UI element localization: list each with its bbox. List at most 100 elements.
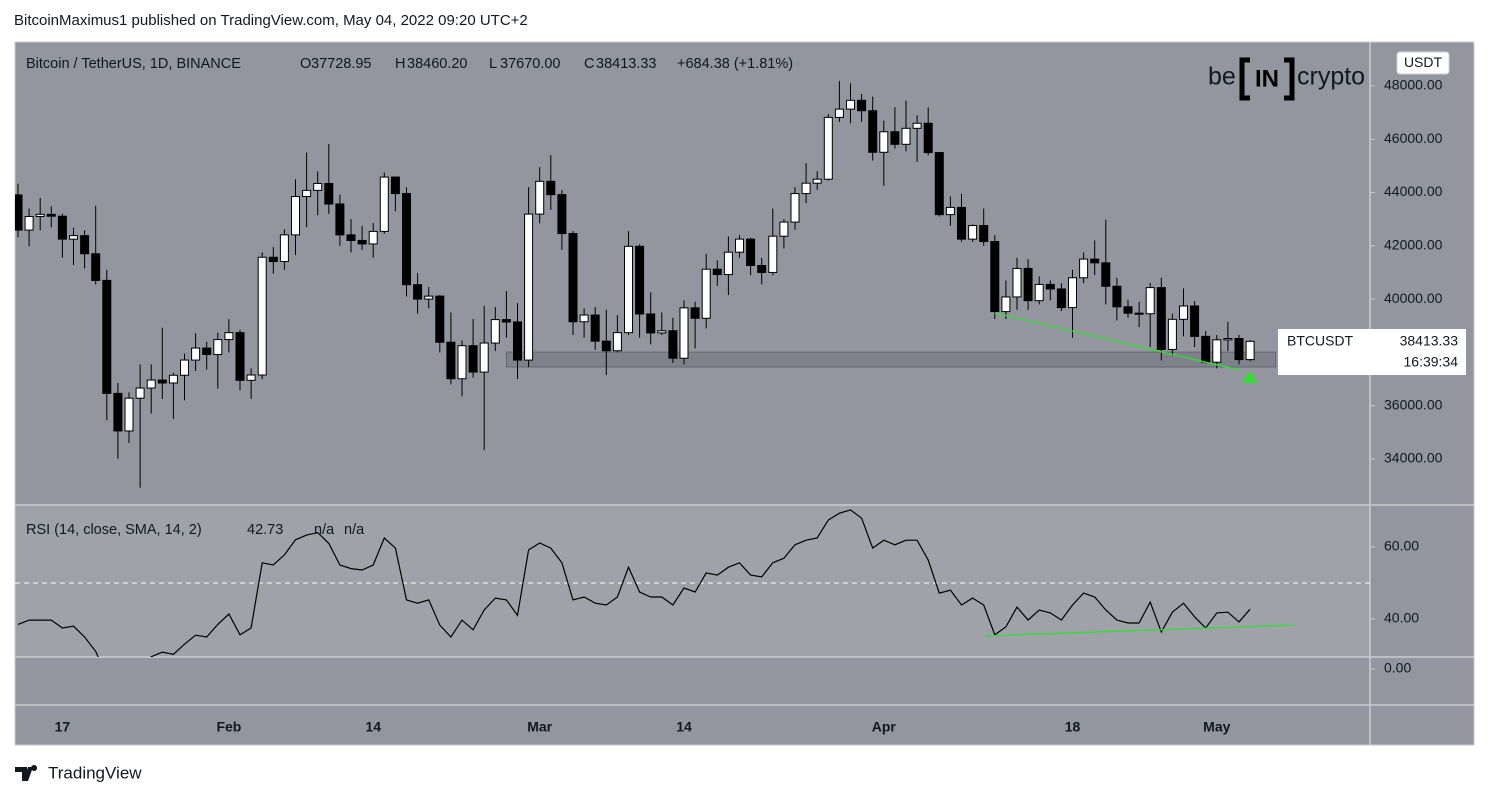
candle-body (1167, 318, 1177, 350)
ohlc-change: +684.38 (+1.81%) (677, 56, 793, 72)
currency-label: USDT (1404, 54, 1443, 70)
last-price: 38413.33 (1400, 333, 1459, 349)
trendline (984, 624, 1294, 637)
candle-body (679, 307, 689, 359)
y-tick-label: 46000.00 (1384, 130, 1443, 146)
candle-body (601, 340, 611, 352)
ohlc-key: H (395, 56, 405, 72)
x-tick-label: 17 (55, 719, 71, 735)
candle-body (468, 345, 478, 373)
candle-body (346, 234, 356, 241)
logo-bracket (1239, 57, 1250, 101)
candle-body (812, 178, 822, 184)
candle-body (424, 295, 434, 300)
candle-body (912, 122, 922, 129)
x-tick-label: Apr (872, 719, 897, 735)
candle-body (1068, 277, 1077, 309)
candle-body (268, 256, 278, 263)
footer-logo: TradingView (15, 763, 142, 782)
candle-body (757, 265, 767, 273)
candle-body (945, 206, 955, 216)
candle-body (657, 330, 667, 334)
candle-body (1179, 305, 1188, 320)
candle-body (923, 122, 933, 154)
candle-body (801, 182, 811, 195)
y-tick-label: 60.00 (1384, 538, 1419, 554)
ohlc-value: 38413.33 (596, 56, 656, 72)
candle-body (457, 345, 467, 380)
candle-body (1134, 312, 1144, 315)
x-tick-label: 14 (676, 719, 692, 735)
y-tick-label: 48000.00 (1384, 77, 1443, 93)
candle-body (413, 284, 423, 300)
candle-body (1079, 258, 1089, 279)
trendline (994, 312, 1240, 371)
x-tick-label: 18 (1065, 719, 1081, 735)
candle-body (857, 99, 867, 112)
candle-body (302, 189, 312, 198)
candle-body (335, 203, 345, 236)
candle-body (435, 295, 445, 343)
candle-body (990, 241, 1000, 313)
candle-body (546, 180, 556, 196)
candle-body (1234, 338, 1244, 361)
footer-brand: TradingView (48, 763, 142, 782)
candle-body (1090, 258, 1100, 264)
candle-body (390, 176, 400, 195)
candle-body (35, 213, 45, 217)
candle-body (379, 176, 389, 232)
candle-body (979, 225, 989, 243)
logo-text: IN (1255, 65, 1279, 92)
candle-body (1012, 267, 1022, 298)
logo-text: be (1208, 63, 1236, 91)
candle-body (15, 194, 23, 231)
candle-body (768, 235, 778, 273)
candle-body (1201, 335, 1211, 363)
candle-body (80, 235, 90, 255)
candle-body (590, 314, 600, 342)
candle-body (723, 251, 733, 276)
y-tick-label: 42000.00 (1384, 236, 1443, 252)
candle-body (446, 341, 456, 380)
candle-body (668, 330, 678, 359)
candle-body (1023, 267, 1033, 302)
candle-body (135, 387, 145, 399)
ohlc-value: 37670.00 (500, 56, 560, 72)
candle-body (501, 319, 511, 323)
arrow (1242, 370, 1259, 383)
price-plot (15, 80, 1277, 488)
frame-border (14, 41, 1475, 746)
candle-body (690, 307, 700, 319)
candle-body (113, 392, 123, 432)
y-tick-label: 44000.00 (1384, 183, 1443, 199)
candle-body (568, 233, 578, 323)
candle-body (46, 213, 56, 217)
candle-body (1001, 296, 1011, 313)
currency-badge (1396, 51, 1450, 75)
ohlc-key: L (489, 56, 497, 72)
logo: be IN crypto (1208, 57, 1365, 101)
candle-body (712, 268, 722, 276)
candle-body (257, 256, 267, 376)
logo-text: crypto (1297, 63, 1365, 91)
rsi-plot (15, 509, 1370, 657)
candle-body (968, 225, 978, 240)
candle-body (102, 279, 112, 394)
candle-body (224, 332, 234, 341)
candle-body (524, 213, 534, 361)
candle-body (157, 379, 167, 384)
rsi-pane (15, 505, 1370, 657)
symbol-legend: Bitcoin / TetherUS, 1D, BINANCE (26, 56, 241, 72)
time-axis (15, 705, 1474, 745)
support-zone (505, 351, 1277, 368)
rsi-value: 42.73 (247, 522, 283, 538)
candle-body (124, 397, 134, 432)
candle-body (957, 206, 966, 240)
candle-body (823, 116, 833, 180)
candle-body (368, 230, 378, 245)
y-tick-label: 34000.00 (1384, 450, 1443, 466)
candle-body (901, 127, 911, 145)
candle-body (1212, 339, 1222, 363)
candle-body (57, 215, 67, 240)
